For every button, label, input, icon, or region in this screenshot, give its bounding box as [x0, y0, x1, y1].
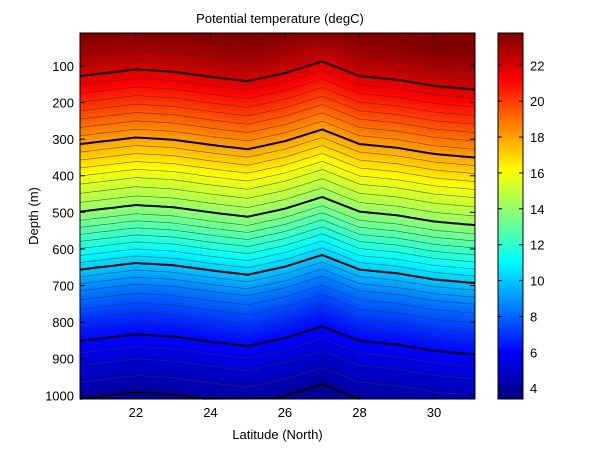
y-tick-label: 700: [52, 279, 74, 294]
y-tick-label: 800: [52, 315, 74, 330]
colorbar-tick-label: 16: [530, 166, 544, 181]
contour-7.5: [79, 294, 476, 324]
plot-area: [79, 32, 476, 400]
temperature-field: [80, 33, 475, 399]
colorbar-tick-label: 8: [530, 309, 537, 324]
colorbar: 4 6 8 10 12 14 16 18 20 22: [497, 32, 544, 400]
contour-16: [79, 160, 476, 190]
x-tick-label: 24: [203, 405, 217, 420]
contour-21: [79, 78, 476, 108]
contour-9: [79, 268, 476, 298]
chart-title: Potential temperature (degC): [196, 11, 364, 26]
contour-11: [79, 240, 476, 270]
colorbar-tick-label: 10: [530, 274, 544, 289]
x-axis: 22 24 26 28 30: [129, 33, 441, 420]
contour-18.5: [79, 120, 476, 150]
bold-contour-6: [79, 325, 476, 356]
contour-9.5: [79, 261, 476, 291]
y-tick-label: 500: [52, 205, 74, 220]
y-tick-label: 400: [52, 169, 74, 184]
colorbar-frame: [497, 32, 524, 400]
contour-13: [79, 212, 476, 242]
y-tick-label: 200: [52, 96, 74, 111]
x-axis-label: Latitude (North): [232, 427, 322, 442]
contour-12: [79, 226, 476, 256]
x-tick-label: 30: [427, 405, 441, 420]
contour-7: [79, 304, 476, 333]
y-tick-label: 300: [52, 132, 74, 147]
colorbar-tick-label: 4: [530, 381, 537, 396]
contour-21.5: [79, 69, 476, 99]
contour-22.5: [79, 51, 476, 81]
contour-14.5: [79, 187, 476, 217]
contour-8: [79, 284, 476, 314]
bold-contour-10: [79, 253, 476, 285]
bold-contour-22: [79, 60, 476, 91]
plot-frame: [79, 32, 476, 400]
colorbar-tick-label: 18: [530, 130, 544, 145]
y-tick-label: 600: [52, 242, 74, 257]
colorbar-gradient: [498, 33, 523, 399]
colorbar-tick-label: 22: [530, 58, 544, 73]
x-tick-label: 22: [129, 405, 143, 420]
contour-8.5: [79, 275, 476, 305]
y-axis: 100 200 300 400 500 600 700 800 900 1000: [45, 59, 475, 403]
x-tick-label: 28: [352, 405, 366, 420]
colorbar-tick-label: 12: [530, 238, 544, 253]
contour-12.5: [79, 219, 476, 249]
contour-13.5: [79, 205, 476, 235]
y-axis-label: Depth (m): [26, 187, 41, 245]
contour-6.5: [79, 313, 476, 343]
bold-contour-4: [79, 383, 360, 400]
colorbar-ticks: 4 6 8 10 12 14 16 18 20 22: [498, 58, 544, 396]
contour-23: [79, 43, 476, 70]
contour-5.5: [79, 338, 476, 367]
contour-20: [79, 95, 476, 125]
contour-17: [79, 145, 476, 174]
x-tick-label: 26: [278, 405, 292, 420]
contour-15: [79, 178, 476, 208]
contour-20.5: [79, 87, 476, 116]
contour-17.5: [79, 137, 476, 166]
contour-11.5: [79, 233, 476, 263]
y-tick-label: 100: [52, 59, 74, 74]
contour-15.5: [79, 169, 476, 198]
contour-19: [79, 112, 476, 142]
contour-4.5: [79, 367, 476, 396]
y-tick-label: 900: [52, 352, 74, 367]
bold-contour-18: [79, 128, 476, 159]
colorbar-tick-label: 20: [530, 94, 544, 109]
y-tick-label: 1000: [45, 388, 74, 403]
contour-5: [79, 350, 476, 380]
colorbar-tick-label: 6: [530, 345, 537, 360]
colorbar-tick-label: 14: [530, 202, 544, 217]
contour-lines: [79, 43, 476, 400]
contour-19.5: [79, 104, 476, 133]
contour-10.5: [79, 247, 476, 277]
bold-contour-14: [79, 195, 476, 227]
contour-16.5: [79, 153, 476, 182]
